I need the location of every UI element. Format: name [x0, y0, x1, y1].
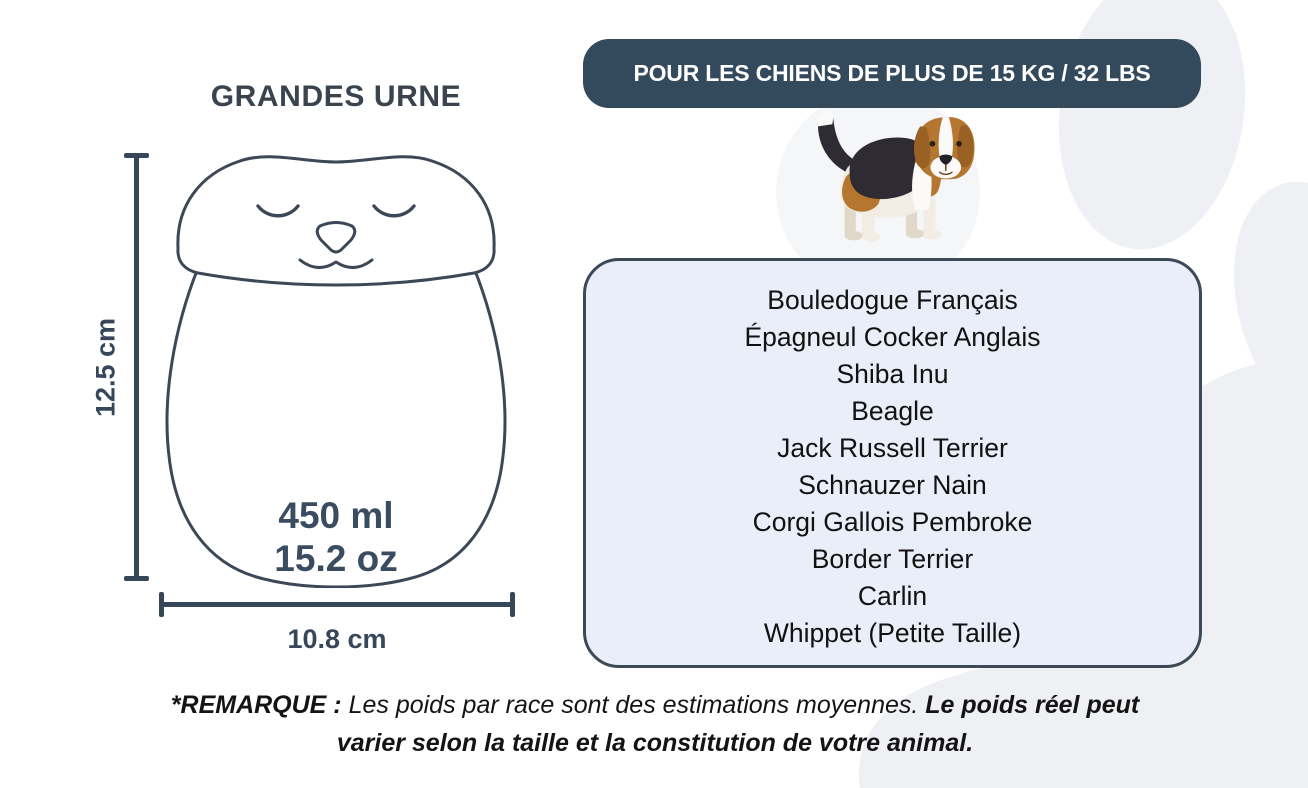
height-dimension-label: 12.5 cm [90, 317, 121, 418]
cat-urn-icon [165, 155, 507, 588]
breed-item: Shiba Inu [836, 359, 949, 389]
weight-badge: POUR LES CHIENS DE PLUS DE 15 KG / 32 LB… [583, 39, 1201, 108]
note-bold-line2: varier selon la taille et la constitutio… [336, 729, 974, 757]
urn-volume: 450 ml 15.2 oz [186, 494, 486, 580]
breed-item: Beagle [851, 396, 934, 426]
urn-volume-metric: 450 ml [278, 495, 394, 536]
breed-list-box: Bouledogue Français Épagneul Cocker Angl… [583, 258, 1202, 668]
urn-title: GRANDES URNE [210, 80, 462, 113]
remark-note: *REMARQUE : Les poids par race sont des … [155, 686, 1155, 762]
breed-item: Schnauzer Nain [798, 470, 987, 500]
note-regular-text: Les poids par race sont des estimations … [341, 691, 926, 719]
breed-item: Corgi Gallois Pembroke [752, 507, 1033, 537]
urn-volume-imperial: 15.2 oz [274, 538, 398, 579]
breed-item: Whippet (Petite Taille) [763, 618, 1022, 648]
width-dimension-label: 10.8 cm [287, 624, 387, 654]
height-dimension-line [124, 153, 149, 581]
note-bold-line1: Le poids réel peut [925, 691, 1140, 719]
beagle-icon [817, 111, 975, 242]
breed-item: Jack Russell Terrier [777, 433, 1008, 463]
breed-item: Border Terrier [811, 544, 974, 574]
breed-item: Carlin [857, 581, 928, 611]
width-dimension-line [159, 592, 515, 617]
breed-item: Épagneul Cocker Anglais [744, 322, 1041, 352]
note-prefix: *REMARQUE : [170, 691, 342, 719]
breed-item: Bouledogue Français [767, 285, 1018, 315]
